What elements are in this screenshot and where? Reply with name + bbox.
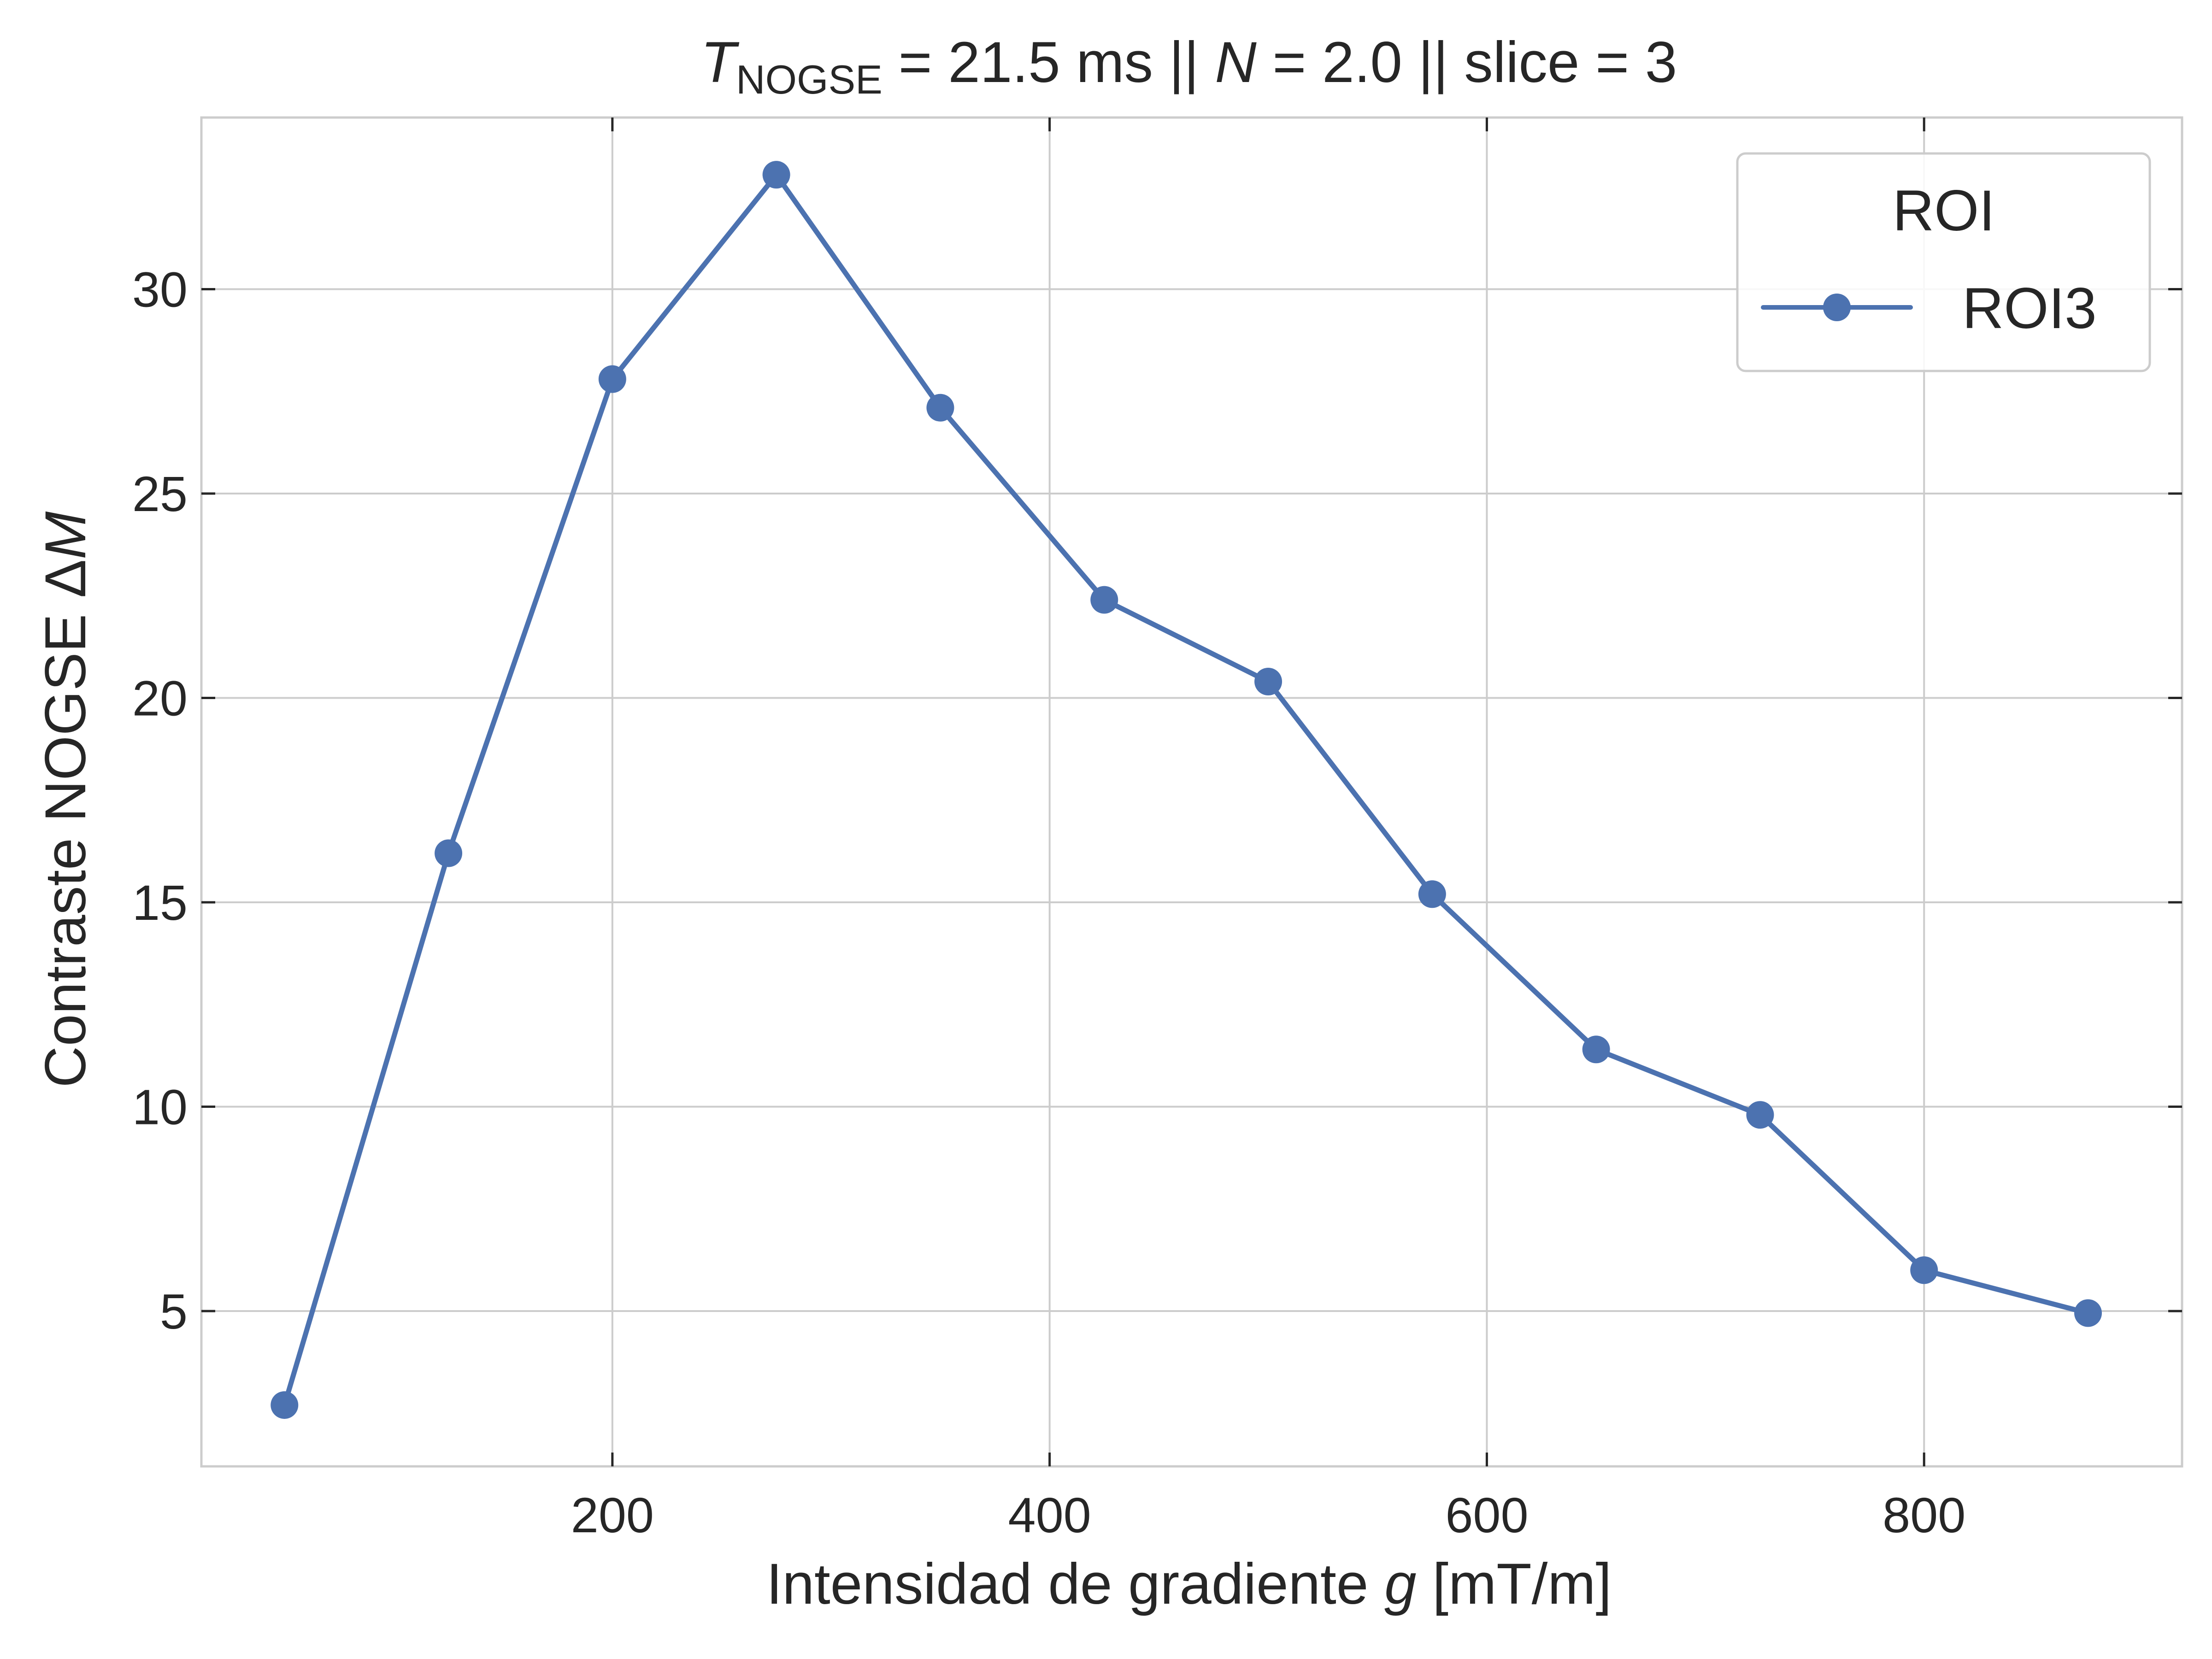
data-point — [762, 161, 790, 189]
y-label-symbol: M — [34, 511, 98, 559]
chart-title: TNOGSE = 21.5 ms || N = 2.0 || slice = 3 — [701, 30, 1677, 102]
x-tick-label: 800 — [1883, 1487, 1965, 1543]
y-label-text: Contraste NOGSE Δ — [34, 559, 98, 1088]
data-point — [1254, 668, 1282, 696]
y-tick-label: 25 — [132, 466, 188, 522]
ticks: 200 400 600 800 5 10 15 20 25 30 — [132, 118, 2182, 1543]
legend-marker-sample — [1823, 294, 1851, 321]
x-label-symbol: g — [1384, 1552, 1417, 1616]
y-tick-label: 5 — [160, 1283, 188, 1339]
title-t-value: = 21.5 ms || — [882, 30, 1215, 94]
legend: ROI ROI3 — [1736, 152, 2151, 372]
data-point — [435, 839, 463, 867]
x-axis-label: Intensidad de gradiente g [mT/m] — [766, 1552, 1612, 1616]
data-point — [1090, 586, 1118, 614]
data-point — [926, 394, 954, 422]
data-point — [271, 1391, 299, 1419]
y-tick-label: 20 — [132, 670, 188, 726]
x-label-text: Intensidad de gradiente — [766, 1552, 1384, 1616]
legend-entry-label: ROI3 — [1962, 276, 2097, 341]
x-tick-label: 400 — [1008, 1487, 1091, 1543]
legend-title: ROI — [1893, 179, 1995, 243]
x-tick-label: 600 — [1445, 1487, 1528, 1543]
data-point — [598, 365, 626, 393]
x-tick-label: 200 — [571, 1487, 654, 1543]
x-label-unit: [mT/m] — [1417, 1552, 1612, 1616]
plot-frame — [200, 116, 2183, 1468]
title-t-symbol: T — [701, 30, 740, 94]
series-line-0 — [282, 172, 2091, 1408]
data-point — [1746, 1101, 1774, 1129]
y-axis-label: Contraste NOGSE ΔM — [34, 511, 98, 1088]
title-rest: = 2.0 || slice = 3 — [1257, 30, 1677, 94]
series-layer — [271, 161, 2102, 1419]
data-point — [1582, 1035, 1610, 1064]
y-tick-label: 15 — [132, 875, 188, 930]
title-t-subscript: NOGSE — [736, 57, 882, 102]
y-tick-label: 30 — [132, 262, 188, 318]
y-tick-label: 10 — [132, 1079, 188, 1135]
data-point — [1418, 880, 1446, 908]
data-point — [1910, 1256, 1938, 1284]
data-point — [2074, 1299, 2102, 1327]
title-n-symbol: N — [1215, 30, 1257, 94]
